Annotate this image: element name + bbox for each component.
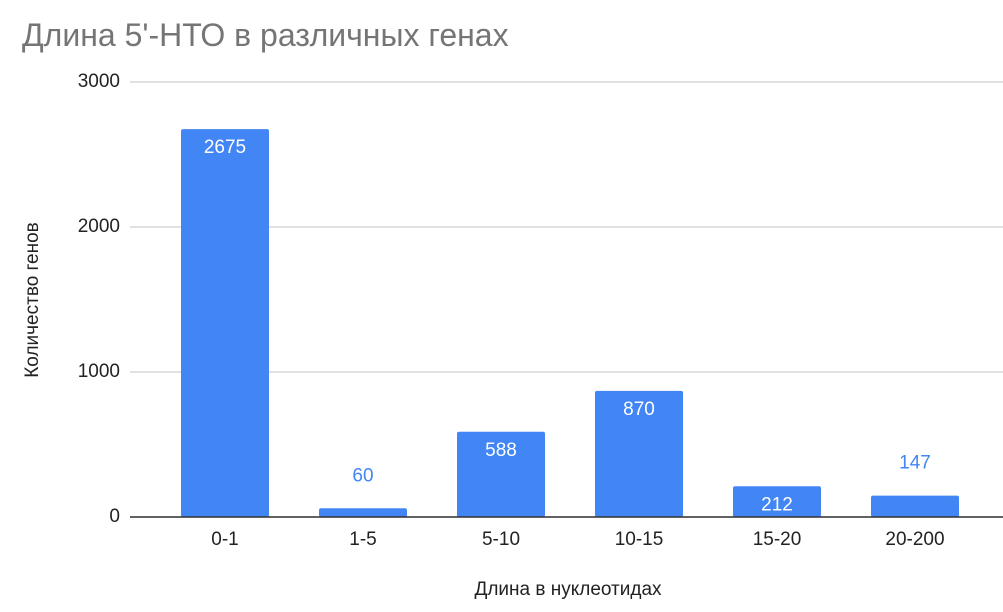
x-tick-label: 20-200: [885, 529, 944, 550]
bar: [733, 486, 821, 517]
chart-title: Длина 5'-НТО в различных генах: [22, 17, 509, 53]
x-tick-label: 0-1: [211, 529, 238, 550]
y-tick-label: 3000: [78, 71, 120, 92]
x-tick-label: 15-20: [753, 529, 802, 550]
bar: [457, 431, 545, 517]
data-label: 588: [485, 440, 517, 461]
bar: [595, 390, 683, 517]
y-axis-title: Количество генов: [22, 222, 43, 378]
x-tick-label: 5-10: [482, 529, 520, 550]
data-label: 2675: [204, 137, 246, 158]
data-label: 870: [623, 399, 655, 420]
y-tick-label: 0: [109, 506, 120, 527]
x-tick-label: 10-15: [615, 529, 664, 550]
x-tick-label: 1-5: [349, 529, 376, 550]
bar: [871, 495, 959, 517]
y-tick-label: 2000: [78, 216, 120, 237]
y-tick-label: 1000: [78, 361, 120, 382]
data-label: 147: [899, 453, 931, 474]
bar: [319, 508, 407, 517]
bar: [181, 129, 269, 517]
data-label: 60: [352, 465, 373, 486]
x-axis-title: Длина в нуклеотидах: [474, 579, 662, 600]
data-label: 212: [761, 494, 793, 515]
